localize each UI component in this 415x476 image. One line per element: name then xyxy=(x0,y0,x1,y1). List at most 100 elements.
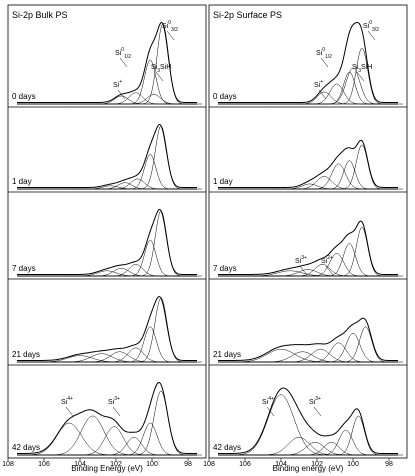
annotation-arrow xyxy=(318,89,327,100)
spectrum-panel: 1 day xyxy=(8,106,206,190)
panel-label: 42 days xyxy=(12,443,40,452)
spectrum-envelope xyxy=(17,295,197,361)
panel-label: 0 days xyxy=(12,92,36,101)
spectrum-envelope xyxy=(218,21,398,103)
x-tick-label: 108 xyxy=(203,461,215,468)
spectrum-panel: 1 day xyxy=(209,106,407,190)
peak-annotation: Si3+ xyxy=(108,396,120,406)
annotation-arrow xyxy=(65,406,74,417)
panel-frame xyxy=(7,4,207,459)
panel-label: 1 day xyxy=(12,177,32,186)
peak-annotation: Si3SiH xyxy=(352,64,372,74)
x-tick-label: 98 xyxy=(385,461,393,468)
panel-label: 7 days xyxy=(213,264,237,273)
component-peak xyxy=(17,390,197,456)
panel-label: 21 days xyxy=(213,350,241,359)
component-peak xyxy=(218,144,398,190)
spectrum-envelope xyxy=(17,381,197,454)
x-tick-label: 106 xyxy=(239,461,251,468)
spectrum-envelope xyxy=(218,220,398,275)
peak-annotation: Si3SiH xyxy=(151,64,171,74)
panel-label: 7 days xyxy=(12,264,36,273)
spectrum-envelope xyxy=(218,317,398,361)
component-peak xyxy=(17,125,197,190)
component-peak xyxy=(218,342,398,363)
component-peak xyxy=(218,348,398,363)
component-peak xyxy=(17,426,197,456)
annotation-arrow xyxy=(155,71,164,82)
component-peak xyxy=(17,297,197,363)
chart-column-1: Si-2p Bulk PS0 daysSi03/2Si01/2Si+Si3SiH… xyxy=(2,4,207,473)
spectrum-panel: 42 days Si4+ Si3+ xyxy=(8,364,206,456)
peak-annotation: Si3+ xyxy=(295,255,307,265)
x-tick-label: 100 xyxy=(146,461,158,468)
panel-label: 42 days xyxy=(213,443,241,452)
component-peak xyxy=(218,394,398,456)
spectrum-panel: 7 days xyxy=(8,191,206,277)
component-peak xyxy=(218,47,398,105)
component-peak xyxy=(17,355,197,363)
x-tick-label: 106 xyxy=(38,461,50,468)
annotation-arrow xyxy=(367,30,376,41)
peak-annotation: Si4+ xyxy=(61,396,73,406)
annotation-arrow xyxy=(119,57,128,68)
x-tick-label: 108 xyxy=(2,461,14,468)
component-peak xyxy=(218,67,398,105)
panel-label: 0 days xyxy=(213,92,237,101)
component-peak xyxy=(17,415,197,456)
spectrum-panel: 0 days Si03/2 Si01/2 Si+ Si3SiH xyxy=(213,20,403,105)
component-peak xyxy=(17,94,197,105)
x-axis-label: Binding Energy (eV) xyxy=(71,464,143,473)
x-axis: 108 106 104 102 100 98 Binding energy (eV) xyxy=(203,458,393,473)
annotation-arrow xyxy=(266,406,275,417)
x-tick-label: 100 xyxy=(347,461,359,468)
peak-annotation: Si2+ xyxy=(321,255,333,265)
component-peak xyxy=(218,183,398,190)
x-tick-label: 102 xyxy=(110,461,122,468)
panel-label: 1 day xyxy=(213,177,233,186)
x-axis: 108 106 104 102 100 98 Binding Energy (eV) xyxy=(2,458,192,473)
annotation-arrow xyxy=(112,406,121,417)
annotation-arrow xyxy=(299,265,308,276)
peak-annotation: Si+ xyxy=(113,79,122,89)
x-tick-label: 98 xyxy=(184,461,192,468)
peak-annotation: Si01/2 xyxy=(316,47,332,60)
peak-annotation: Si+ xyxy=(314,79,323,89)
component-peak xyxy=(17,210,197,277)
panel-label: 21 days xyxy=(12,350,40,359)
component-peak xyxy=(17,182,197,190)
peak-annotation: Si4+ xyxy=(262,396,274,406)
annotation-arrow xyxy=(325,265,334,276)
annotation-arrow xyxy=(320,57,329,68)
chart-column-2: Si-2p Surface PS 0 days Si03/2 Si01/2 Si+ Si3… xyxy=(203,4,408,473)
spectrum-panel: 21 days xyxy=(209,278,407,363)
spectrum-panel: 7 days Si3+ Si2+ xyxy=(209,191,407,277)
spectrum-panel: 42 days Si4+ Si3+ xyxy=(209,364,407,456)
x-tick-label: 102 xyxy=(311,461,323,468)
component-peak xyxy=(17,185,197,190)
annotation-arrow xyxy=(117,89,126,100)
component-peak xyxy=(17,270,197,277)
peak-annotation: Si03/2 xyxy=(363,20,379,33)
x-tick-label: 104 xyxy=(275,461,287,468)
x-axis-label: Binding energy (eV) xyxy=(273,464,344,473)
spectrum-envelope xyxy=(218,139,398,188)
x-tick-label: 104 xyxy=(74,461,86,468)
peak-annotation: Si01/2 xyxy=(115,47,131,60)
chart-title: Si-2p Surface PS xyxy=(213,10,282,20)
annotation-arrow xyxy=(356,71,365,82)
annotation-arrow xyxy=(313,406,322,417)
spectrum-envelope xyxy=(218,387,398,454)
spectrum-envelope xyxy=(17,21,197,103)
annotation-arrow xyxy=(166,30,175,41)
component-peak xyxy=(218,269,398,277)
spectrum-envelope xyxy=(17,123,197,188)
component-peak xyxy=(218,226,398,277)
component-peak xyxy=(17,436,197,456)
component-peak xyxy=(17,422,197,456)
panel-frame xyxy=(208,4,408,459)
component-peak xyxy=(17,326,197,363)
peak-annotation: Si3+ xyxy=(309,396,321,406)
